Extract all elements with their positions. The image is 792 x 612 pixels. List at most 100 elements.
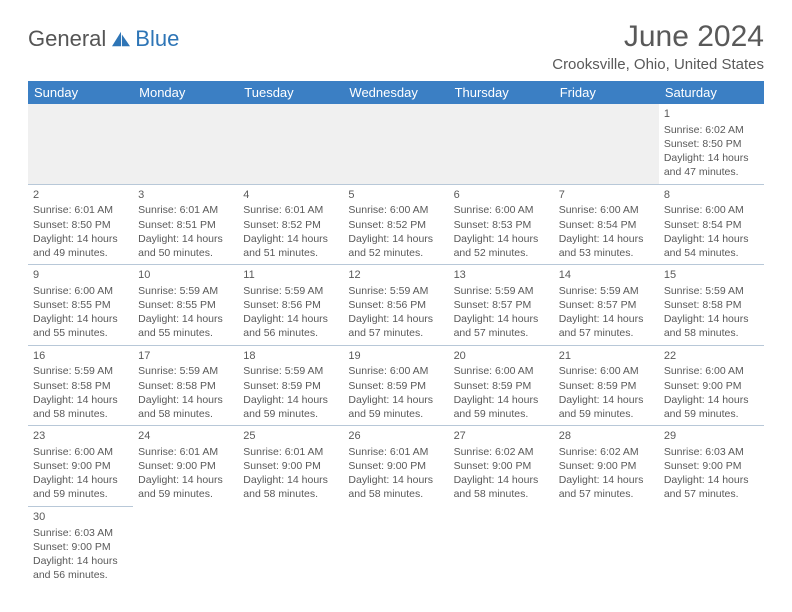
calendar-cell — [28, 104, 133, 184]
sunrise-line: Sunrise: 6:01 AM — [243, 445, 338, 459]
title-block: June 2024 Crooksville, Ohio, United Stat… — [552, 20, 764, 73]
sunset-line: Sunset: 8:54 PM — [559, 218, 654, 232]
sunrise-line: Sunrise: 6:02 AM — [664, 123, 759, 137]
calendar-row: 9Sunrise: 6:00 AMSunset: 8:55 PMDaylight… — [28, 265, 764, 346]
day-number: 27 — [454, 429, 549, 444]
sunset-line: Sunset: 8:50 PM — [664, 137, 759, 151]
sunrise-line: Sunrise: 6:00 AM — [559, 203, 654, 217]
calendar-cell: 27Sunrise: 6:02 AMSunset: 9:00 PMDayligh… — [449, 426, 554, 507]
calendar-cell: 4Sunrise: 6:01 AMSunset: 8:52 PMDaylight… — [238, 184, 343, 265]
sunset-line: Sunset: 8:54 PM — [664, 218, 759, 232]
calendar-cell: 20Sunrise: 6:00 AMSunset: 8:59 PMDayligh… — [449, 345, 554, 426]
weekday-header: Thursday — [449, 81, 554, 104]
sunset-line: Sunset: 8:53 PM — [454, 218, 549, 232]
sunrise-line: Sunrise: 6:01 AM — [33, 203, 128, 217]
sunrise-line: Sunrise: 5:59 AM — [243, 364, 338, 378]
day-number: 20 — [454, 349, 549, 364]
sunset-line: Sunset: 9:00 PM — [664, 459, 759, 473]
sunrise-line: Sunrise: 6:00 AM — [664, 364, 759, 378]
calendar-cell: 11Sunrise: 5:59 AMSunset: 8:56 PMDayligh… — [238, 265, 343, 346]
daylight-line: Daylight: 14 hours and 55 minutes. — [138, 312, 233, 340]
sunset-line: Sunset: 8:56 PM — [348, 298, 443, 312]
daylight-line: Daylight: 14 hours and 55 minutes. — [33, 312, 128, 340]
daylight-line: Daylight: 14 hours and 47 minutes. — [664, 151, 759, 179]
sunset-line: Sunset: 8:55 PM — [138, 298, 233, 312]
month-title: June 2024 — [552, 20, 764, 54]
calendar-cell — [238, 104, 343, 184]
day-number: 22 — [664, 349, 759, 364]
calendar-cell: 1Sunrise: 6:02 AMSunset: 8:50 PMDaylight… — [659, 104, 764, 184]
weekday-header: Saturday — [659, 81, 764, 104]
daylight-line: Daylight: 14 hours and 58 minutes. — [243, 473, 338, 501]
day-number: 17 — [138, 349, 233, 364]
sunrise-line: Sunrise: 5:59 AM — [454, 284, 549, 298]
daylight-line: Daylight: 14 hours and 58 minutes. — [454, 473, 549, 501]
sunset-line: Sunset: 8:50 PM — [33, 218, 128, 232]
calendar-cell: 21Sunrise: 6:00 AMSunset: 8:59 PMDayligh… — [554, 345, 659, 426]
weekday-header: Wednesday — [343, 81, 448, 104]
calendar-cell — [449, 506, 554, 586]
day-number: 23 — [33, 429, 128, 444]
calendar-cell: 14Sunrise: 5:59 AMSunset: 8:57 PMDayligh… — [554, 265, 659, 346]
calendar-cell — [449, 104, 554, 184]
sunset-line: Sunset: 8:59 PM — [243, 379, 338, 393]
day-number: 25 — [243, 429, 338, 444]
daylight-line: Daylight: 14 hours and 56 minutes. — [243, 312, 338, 340]
daylight-line: Daylight: 14 hours and 49 minutes. — [33, 232, 128, 260]
sunrise-line: Sunrise: 5:59 AM — [559, 284, 654, 298]
sunset-line: Sunset: 9:00 PM — [243, 459, 338, 473]
sunrise-line: Sunrise: 6:01 AM — [243, 203, 338, 217]
daylight-line: Daylight: 14 hours and 52 minutes. — [348, 232, 443, 260]
sunrise-line: Sunrise: 6:00 AM — [664, 203, 759, 217]
calendar-cell: 5Sunrise: 6:00 AMSunset: 8:52 PMDaylight… — [343, 184, 448, 265]
sunset-line: Sunset: 9:00 PM — [454, 459, 549, 473]
sunrise-line: Sunrise: 5:59 AM — [138, 364, 233, 378]
day-number: 2 — [33, 188, 128, 203]
sunrise-line: Sunrise: 5:59 AM — [138, 284, 233, 298]
day-number: 30 — [33, 510, 128, 525]
weekday-header: Monday — [133, 81, 238, 104]
sunset-line: Sunset: 8:57 PM — [559, 298, 654, 312]
calendar-row: 23Sunrise: 6:00 AMSunset: 9:00 PMDayligh… — [28, 426, 764, 507]
sunset-line: Sunset: 8:59 PM — [559, 379, 654, 393]
sunrise-line: Sunrise: 6:01 AM — [138, 445, 233, 459]
daylight-line: Daylight: 14 hours and 58 minutes. — [33, 393, 128, 421]
sunrise-line: Sunrise: 6:00 AM — [559, 364, 654, 378]
calendar-cell: 15Sunrise: 5:59 AMSunset: 8:58 PMDayligh… — [659, 265, 764, 346]
calendar-row: 16Sunrise: 5:59 AMSunset: 8:58 PMDayligh… — [28, 345, 764, 426]
daylight-line: Daylight: 14 hours and 53 minutes. — [559, 232, 654, 260]
sunrise-line: Sunrise: 6:03 AM — [664, 445, 759, 459]
calendar-cell: 28Sunrise: 6:02 AMSunset: 9:00 PMDayligh… — [554, 426, 659, 507]
calendar-cell — [238, 506, 343, 586]
daylight-line: Daylight: 14 hours and 59 minutes. — [454, 393, 549, 421]
weekday-header: Sunday — [28, 81, 133, 104]
sunset-line: Sunset: 8:51 PM — [138, 218, 233, 232]
calendar-cell: 16Sunrise: 5:59 AMSunset: 8:58 PMDayligh… — [28, 345, 133, 426]
sunset-line: Sunset: 8:58 PM — [33, 379, 128, 393]
calendar-cell — [133, 506, 238, 586]
weekday-header: Friday — [554, 81, 659, 104]
daylight-line: Daylight: 14 hours and 57 minutes. — [454, 312, 549, 340]
daylight-line: Daylight: 14 hours and 58 minutes. — [138, 393, 233, 421]
calendar-cell: 2Sunrise: 6:01 AMSunset: 8:50 PMDaylight… — [28, 184, 133, 265]
sunrise-line: Sunrise: 5:59 AM — [664, 284, 759, 298]
daylight-line: Daylight: 14 hours and 58 minutes. — [348, 473, 443, 501]
day-number: 5 — [348, 188, 443, 203]
day-number: 1 — [664, 107, 759, 122]
calendar-cell: 18Sunrise: 5:59 AMSunset: 8:59 PMDayligh… — [238, 345, 343, 426]
sunrise-line: Sunrise: 6:00 AM — [33, 284, 128, 298]
sunrise-line: Sunrise: 6:00 AM — [348, 364, 443, 378]
sunset-line: Sunset: 8:59 PM — [454, 379, 549, 393]
day-number: 4 — [243, 188, 338, 203]
calendar-cell: 23Sunrise: 6:00 AMSunset: 9:00 PMDayligh… — [28, 426, 133, 507]
calendar-cell — [133, 104, 238, 184]
daylight-line: Daylight: 14 hours and 56 minutes. — [33, 554, 128, 582]
sunset-line: Sunset: 8:58 PM — [138, 379, 233, 393]
calendar-cell: 12Sunrise: 5:59 AMSunset: 8:56 PMDayligh… — [343, 265, 448, 346]
calendar-cell: 13Sunrise: 5:59 AMSunset: 8:57 PMDayligh… — [449, 265, 554, 346]
day-number: 3 — [138, 188, 233, 203]
day-number: 9 — [33, 268, 128, 283]
sunset-line: Sunset: 8:57 PM — [454, 298, 549, 312]
daylight-line: Daylight: 14 hours and 57 minutes. — [664, 473, 759, 501]
day-number: 7 — [559, 188, 654, 203]
